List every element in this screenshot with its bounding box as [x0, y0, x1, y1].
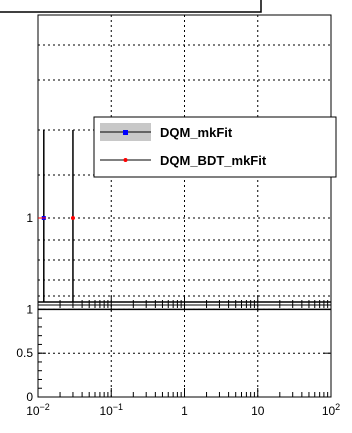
lower-panel: 00.51 — [16, 302, 332, 404]
x-tick-label-1: 10−1 — [99, 402, 123, 418]
legend-label-0: DQM_mkFit — [160, 125, 233, 140]
legend-marker-1 — [123, 158, 128, 162]
legend: DQM_mkFit DQM_BDT_mkFit — [93, 116, 337, 178]
legend-label-1: DQM_BDT_mkFit — [160, 153, 267, 168]
series-1-point-0 — [70, 216, 75, 220]
x-tick-label-3: 10 — [251, 404, 265, 418]
title-box — [0, 0, 262, 13]
upper-marks — [38, 130, 331, 303]
x-tick-label-4: 102 — [322, 402, 340, 418]
lower-y-tick-labels: 00.51 — [16, 302, 33, 404]
lower-y-tick-label-2: 1 — [26, 302, 33, 316]
x-tick-labels: 10−2 10−1 1 10 102 — [26, 402, 340, 418]
x-tick-label-0: 10−2 — [26, 402, 50, 418]
upper-y-tick-label-1: 1 — [26, 211, 33, 225]
legend-marker-0 — [123, 130, 128, 135]
x-tick-label-2: 1 — [181, 404, 188, 418]
lower-y-tick-label-1: 0.5 — [16, 346, 33, 360]
lower-y-tick-label-0: 0 — [26, 390, 33, 404]
